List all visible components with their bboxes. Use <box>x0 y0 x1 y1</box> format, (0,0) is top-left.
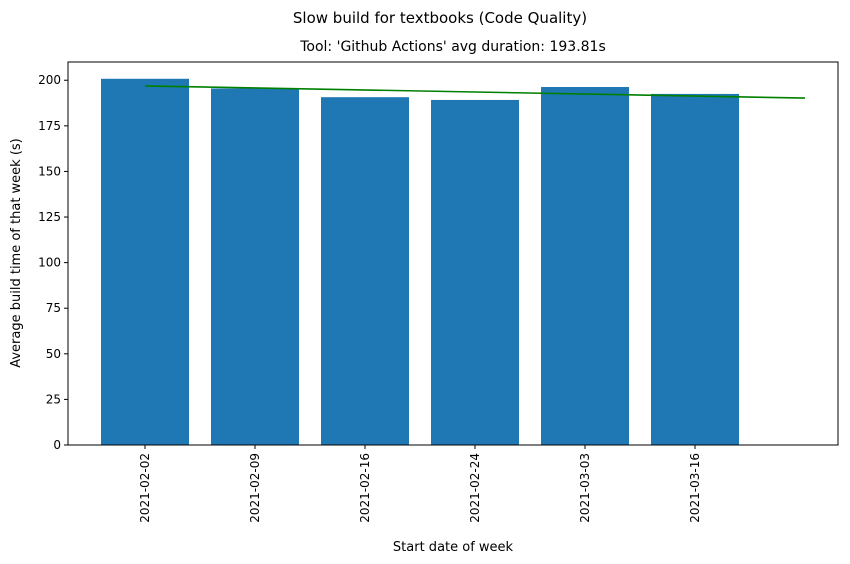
x-tick-label-2021-03-16: 2021-03-16 <box>688 453 702 523</box>
bar-2021-02-16 <box>321 97 409 445</box>
x-tick-label-2021-02-24: 2021-02-24 <box>468 453 482 523</box>
y-tick-label-0: 0 <box>53 438 61 452</box>
x-tick-label-2021-03-03: 2021-03-03 <box>578 453 592 523</box>
bar-2021-02-24 <box>431 99 519 445</box>
y-tick-label-50: 50 <box>46 347 61 361</box>
y-tick-label-200: 200 <box>38 73 61 87</box>
bar-2021-03-16 <box>651 93 739 446</box>
x-tick-label-2021-02-02: 2021-02-02 <box>138 453 152 523</box>
bar-2021-03-03 <box>541 86 629 445</box>
plot-frame <box>67 61 839 446</box>
bar-2021-02-09 <box>211 88 299 445</box>
y-axis-label: Average build time of that week (s) <box>9 138 24 368</box>
chart-title: Slow build for textbooks (Code Quality) <box>293 9 587 27</box>
trend-line <box>144 85 806 99</box>
x-tick-label-2021-02-16: 2021-02-16 <box>358 453 372 523</box>
y-tick-label-75: 75 <box>46 301 61 315</box>
y-tick-label-25: 25 <box>46 392 61 406</box>
chart-subtitle: Tool: 'Github Actions' avg duration: 193… <box>299 39 606 55</box>
x-axis-label: Start date of week <box>393 540 514 555</box>
y-tick-label-150: 150 <box>38 164 61 178</box>
bar-2021-02-02 <box>101 78 189 445</box>
y-tick-label-175: 175 <box>38 119 61 133</box>
y-tick-label-100: 100 <box>38 256 61 270</box>
x-tick-label-2021-02-09: 2021-02-09 <box>248 453 262 523</box>
y-tick-label-125: 125 <box>38 210 61 224</box>
